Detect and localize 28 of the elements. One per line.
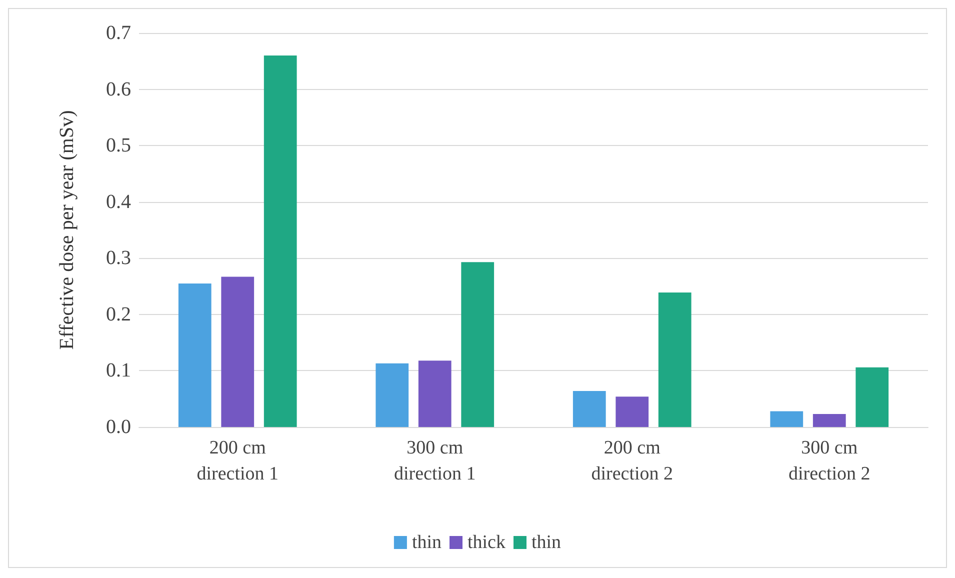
bar xyxy=(572,390,606,427)
legend-label: thin xyxy=(412,532,442,553)
bar xyxy=(461,262,494,427)
y-tick-label: 0.5 xyxy=(106,134,131,157)
y-tick-label: 0.2 xyxy=(106,303,131,326)
y-tick-label: 0.0 xyxy=(106,416,131,438)
y-tick-label: 0.3 xyxy=(106,247,131,270)
x-tick-label: 300 cm direction 2 xyxy=(788,438,870,484)
y-axis-title: Effective dose per year (mSv) xyxy=(56,110,78,350)
bar xyxy=(264,56,297,427)
x-tick-label: 200 cm direction 2 xyxy=(591,438,674,484)
y-tick-label: 0.6 xyxy=(106,78,131,100)
bar xyxy=(770,411,804,427)
bar xyxy=(616,396,649,427)
legend-label: thin xyxy=(531,532,562,553)
y-tick-label: 0.1 xyxy=(106,360,131,382)
bar xyxy=(178,283,212,427)
bar xyxy=(376,363,409,427)
bar xyxy=(221,276,254,427)
bar xyxy=(856,367,889,427)
bar xyxy=(418,360,452,427)
bar xyxy=(812,414,846,427)
x-tick-label: 300 cm direction 1 xyxy=(394,438,476,484)
x-tick-label: 200 cm direction 1 xyxy=(196,438,279,484)
y-tick-label: 0.7 xyxy=(106,22,131,44)
legend-label: thick xyxy=(468,532,506,553)
y-tick-label: 0.4 xyxy=(106,190,131,213)
bar xyxy=(658,292,692,427)
